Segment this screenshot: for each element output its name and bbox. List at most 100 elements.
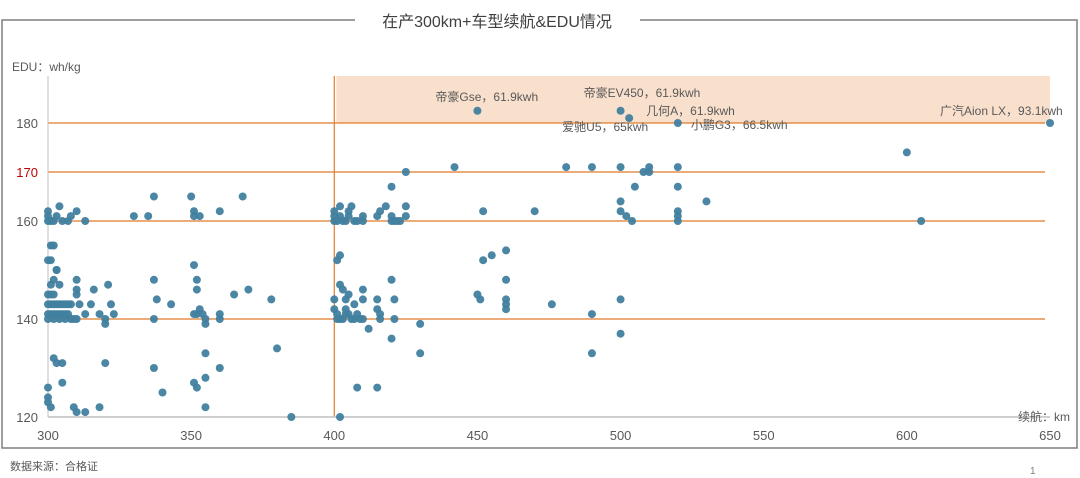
data-point	[215, 310, 224, 319]
data-point	[58, 378, 67, 387]
chart-title: 在产300km+车型续航&EDU情况	[382, 13, 612, 31]
data-point	[628, 217, 637, 225]
data-point	[244, 285, 253, 294]
data-point	[341, 295, 350, 304]
gridlines	[48, 76, 1045, 417]
data-point	[190, 212, 199, 221]
data-point	[376, 207, 385, 216]
data-point	[46, 256, 55, 265]
data-point	[364, 324, 373, 333]
data-point	[336, 202, 345, 211]
data-point	[347, 202, 356, 211]
x-tick-label: 600	[896, 428, 918, 443]
x-tick-label: 300	[37, 428, 59, 443]
data-point	[587, 163, 596, 172]
data-point	[616, 207, 625, 216]
data-point	[902, 148, 911, 157]
data-point	[215, 364, 224, 372]
data-point	[338, 285, 347, 294]
data-point	[287, 413, 296, 421]
data-point	[238, 192, 247, 201]
data-point	[702, 197, 711, 206]
x-tick-label: 650	[1039, 428, 1061, 443]
data-point	[673, 182, 682, 191]
data-point	[358, 285, 367, 294]
x-tick-label: 500	[610, 428, 632, 443]
data-point	[101, 359, 110, 368]
data-point	[75, 300, 84, 309]
data-point	[358, 212, 367, 221]
data-point	[192, 383, 201, 392]
frame-border	[1, 19, 1078, 449]
data-point	[144, 212, 153, 221]
x-tick-label: 400	[323, 428, 345, 443]
data-point	[267, 295, 276, 304]
point-annotation: 帝豪EV450，61.9kwh	[584, 85, 701, 100]
data-point	[109, 310, 118, 319]
data-point	[390, 315, 399, 323]
data-point	[72, 408, 81, 417]
data-point	[89, 285, 98, 294]
data-point	[530, 207, 539, 216]
data-point	[66, 300, 75, 309]
data-point	[625, 114, 634, 123]
data-point	[387, 182, 396, 191]
data-point	[450, 163, 459, 172]
data-point	[330, 207, 339, 216]
data-point	[72, 207, 81, 216]
page-number: 1	[1030, 466, 1036, 477]
data-point	[645, 163, 654, 172]
data-point	[190, 310, 199, 319]
data-point	[336, 251, 345, 260]
data-point	[502, 246, 511, 255]
data-point	[673, 163, 682, 172]
data-point	[81, 310, 90, 319]
data-point	[396, 217, 405, 225]
data-point	[622, 212, 631, 221]
x-tick-label: 550	[753, 428, 775, 443]
data-point	[81, 408, 90, 417]
data-point	[52, 359, 61, 368]
data-point	[479, 207, 488, 216]
data-point	[587, 349, 596, 358]
data-point	[350, 300, 359, 309]
highlight-region	[336, 76, 1050, 123]
data-point	[616, 106, 625, 115]
point-annotation: 爱驰U5，65kwh	[562, 120, 648, 134]
data-point	[381, 202, 390, 211]
data-point	[158, 388, 167, 397]
data-point	[190, 261, 199, 270]
data-point	[106, 300, 115, 309]
data-point	[373, 383, 382, 392]
data-point	[616, 329, 625, 338]
data-point	[473, 106, 482, 115]
point-annotation: 广汽Aion LX，93.1kwh	[940, 103, 1063, 118]
data-point	[52, 266, 61, 274]
data-point	[358, 295, 367, 304]
data-point	[149, 315, 158, 323]
data-point	[201, 349, 210, 358]
data-point	[152, 295, 161, 304]
data-point	[639, 168, 648, 176]
data-point	[72, 285, 81, 294]
y-tick-label: 170	[16, 165, 38, 180]
data-point	[387, 334, 396, 343]
data-point	[55, 202, 64, 211]
data-point	[149, 275, 158, 284]
data-point	[66, 212, 75, 221]
point-annotation: 几何A，61.9kwh	[646, 104, 735, 118]
data-point	[547, 300, 556, 309]
data-point	[273, 344, 282, 353]
data-point	[616, 163, 625, 172]
data-point	[330, 295, 339, 304]
data-point	[149, 192, 158, 201]
y-axis-label: EDU：wh/kg	[12, 60, 81, 74]
data-point	[353, 217, 362, 225]
data-point	[587, 310, 596, 319]
data-point	[673, 217, 682, 225]
data-point	[917, 217, 926, 225]
point-annotation: 小鹏G3，66.5kwh	[691, 118, 788, 132]
data-point	[476, 295, 485, 304]
data-point	[44, 315, 52, 323]
